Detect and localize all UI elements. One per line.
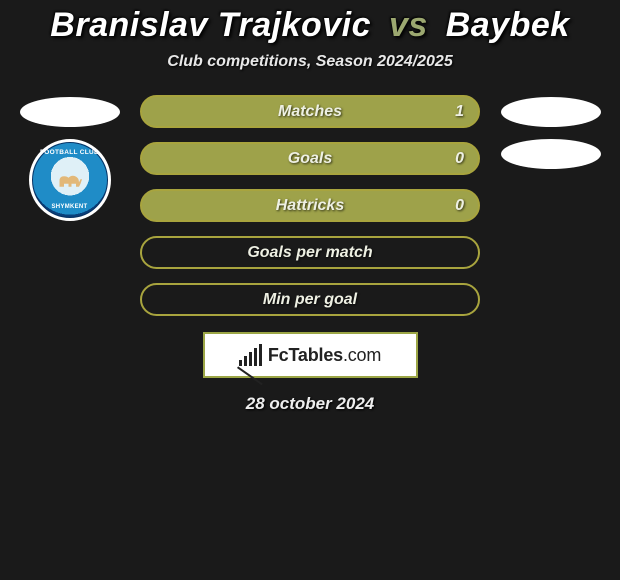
infographic-root: Branislav Trajkovic vs Baybek Club compe… <box>0 0 620 414</box>
page-title: Branislav Trajkovic vs Baybek <box>0 2 620 53</box>
logo-bars-icon <box>239 344 262 366</box>
stats-column: Matches 1 Goals 0 Hattricks 0 Goals per match M… <box>140 95 480 316</box>
subtitle: Club competitions, Season 2024/2025 <box>0 53 620 71</box>
stat-label: Min per goal <box>263 291 357 309</box>
player2-club-placeholder <box>501 139 601 169</box>
stat-row: Goals per match <box>140 236 480 269</box>
player1-photo-placeholder <box>20 97 120 127</box>
stat-label: Goals per match <box>247 244 372 262</box>
left-player-col: FOOTBALL CLUB SHYMKENT <box>17 95 122 221</box>
logo-text: FcTables.com <box>268 345 381 366</box>
stat-label: Hattricks <box>276 197 344 215</box>
vs-text: vs <box>389 6 428 44</box>
date-text: 28 october 2024 <box>0 394 620 414</box>
fctables-logo: FcTables.com <box>203 332 418 378</box>
stat-row: Hattricks 0 <box>140 189 480 222</box>
stat-label: Matches <box>278 103 342 121</box>
badge-top-text: FOOTBALL CLUB <box>40 149 99 156</box>
stat-row: Min per goal <box>140 283 480 316</box>
logo-brand: FcTables <box>268 345 343 365</box>
stat-right-value: 0 <box>455 197 464 215</box>
stat-right-value: 0 <box>455 150 464 168</box>
logo-tld: .com <box>343 345 381 365</box>
player1-club-badge: FOOTBALL CLUB SHYMKENT <box>29 139 111 221</box>
comparison-area: FOOTBALL CLUB SHYMKENT Matches1Goals0Hat… <box>0 95 620 316</box>
stat-row: Goals 0 <box>140 142 480 175</box>
badge-bottom-text: SHYMKENT <box>51 204 87 210</box>
player1-name: Branislav Trajkovic <box>50 6 371 44</box>
stat-row: Matches 1 <box>140 95 480 128</box>
right-player-col <box>498 95 603 169</box>
player2-name: Baybek <box>446 6 570 44</box>
player2-photo-placeholder <box>501 97 601 127</box>
stat-label: Goals <box>288 150 332 168</box>
stat-right-value: 1 <box>455 103 464 121</box>
badge-camel-icon <box>55 168 85 192</box>
